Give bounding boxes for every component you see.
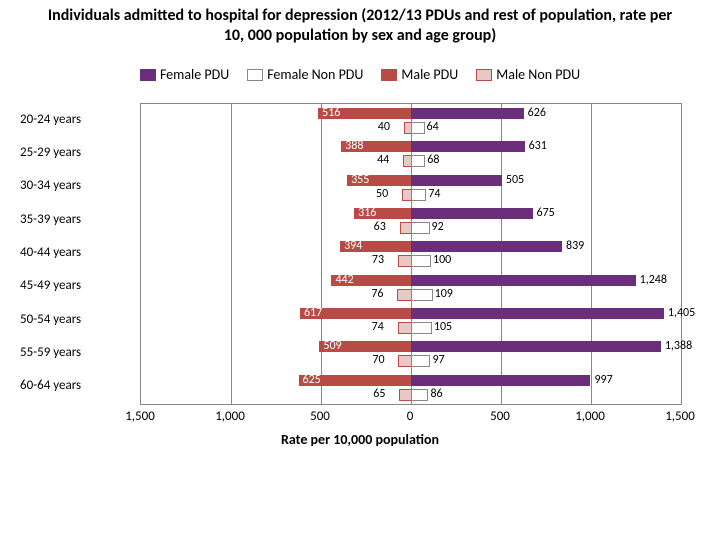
data-label: 100 — [433, 254, 451, 266]
data-label: 997 — [594, 374, 612, 386]
bar-female_non_pdu — [411, 289, 433, 301]
age-group-label: 50-54 years — [20, 312, 134, 327]
bar-female_non_pdu — [411, 255, 431, 267]
data-label: 40 — [378, 121, 390, 133]
data-label: 65 — [373, 388, 385, 400]
bar-female_pdu — [411, 341, 661, 352]
legend-item-male-pdu: Male PDU — [381, 66, 458, 83]
legend-item-male-non-pdu: Male Non PDU — [476, 66, 580, 83]
bar-female_non_pdu — [411, 389, 428, 401]
age-group-label: 45-49 years — [20, 278, 134, 293]
data-label: 97 — [432, 354, 444, 366]
chart-title: Individuals admitted to hospital for dep… — [0, 0, 720, 46]
x-tick: 1,000 — [215, 409, 245, 424]
data-label: 625 — [303, 374, 321, 386]
data-label: 44 — [377, 154, 389, 166]
bar-female_non_pdu — [411, 155, 425, 167]
x-tick: 1,500 — [125, 409, 155, 424]
age-group-label: 60-64 years — [20, 378, 134, 393]
bar-female_pdu — [411, 275, 636, 286]
data-label: 442 — [335, 274, 353, 286]
data-label: 68 — [427, 154, 439, 166]
bar-female_pdu — [411, 141, 525, 152]
data-label: 617 — [304, 307, 322, 319]
x-tick: 500 — [490, 409, 510, 424]
data-label: 505 — [506, 174, 524, 186]
data-label: 516 — [322, 107, 340, 119]
bar-female_pdu — [411, 241, 562, 252]
legend-item-female-pdu: Female PDU — [140, 66, 229, 83]
data-label: 73 — [372, 254, 384, 266]
x-tick: 1,000 — [575, 409, 605, 424]
legend-item-female-non-pdu: Female Non PDU — [247, 66, 363, 83]
data-label: 74 — [372, 321, 384, 333]
data-label: 675 — [537, 207, 555, 219]
bar-female_pdu — [411, 375, 590, 386]
age-group-label: 40-44 years — [20, 245, 134, 260]
data-label: 74 — [428, 188, 440, 200]
bar-female_non_pdu — [411, 222, 430, 234]
data-label: 1,388 — [665, 340, 692, 352]
data-label: 70 — [372, 354, 384, 366]
data-label: 1,405 — [668, 307, 695, 319]
x-tick: 0 — [407, 409, 414, 424]
pyramid-chart: 516 388 355 316 394 442 617 509 625 626 631 505 675 8… — [20, 93, 700, 473]
x-tick: 500 — [310, 409, 330, 424]
data-label: 631 — [529, 140, 547, 152]
data-label: 64 — [427, 121, 439, 133]
bar-female_pdu — [411, 175, 502, 186]
bar-female_pdu — [411, 208, 533, 219]
data-label: 316 — [358, 207, 376, 219]
age-group-label: 20-24 years — [20, 112, 134, 127]
data-label: 92 — [432, 221, 444, 233]
bar-female_pdu — [411, 308, 664, 319]
data-label: 109 — [435, 288, 453, 300]
data-label: 394 — [344, 240, 362, 252]
x-tick: 1,500 — [665, 409, 695, 424]
data-label: 105 — [434, 321, 452, 333]
data-label: 839 — [566, 240, 584, 252]
data-label: 63 — [374, 221, 386, 233]
legend: Female PDU Female Non PDU Male PDU Male … — [0, 46, 720, 89]
plot-area: 516 388 355 316 394 442 617 509 625 626 631 505 675 8… — [140, 103, 682, 405]
age-group-label: 35-39 years — [20, 212, 134, 227]
age-group-label: 55-59 years — [20, 345, 134, 360]
data-label: 86 — [430, 388, 442, 400]
data-label: 388 — [345, 140, 363, 152]
age-group-label: 25-29 years — [20, 145, 134, 160]
data-label: 50 — [376, 188, 388, 200]
data-label: 355 — [351, 174, 369, 186]
x-axis-label: Rate per 10,000 population — [20, 431, 700, 448]
data-label: 626 — [528, 107, 546, 119]
age-group-label: 30-34 years — [20, 178, 134, 193]
data-label: 76 — [371, 288, 383, 300]
bar-female_non_pdu — [411, 122, 425, 134]
data-label: 1,248 — [640, 274, 667, 286]
bar-female_non_pdu — [411, 355, 430, 367]
bar-female_non_pdu — [411, 322, 432, 334]
data-label: 509 — [323, 340, 341, 352]
bar-female_pdu — [411, 108, 524, 119]
bar-female_non_pdu — [411, 189, 426, 201]
